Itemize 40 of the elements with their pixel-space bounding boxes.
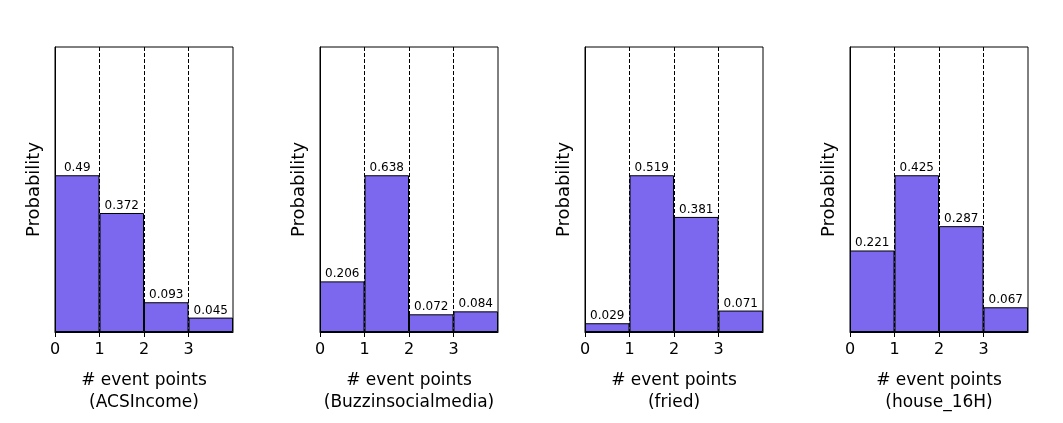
y-axis-title: Probability: [21, 141, 43, 238]
x-tick-label: 3: [713, 338, 724, 358]
data-label: 0.084: [458, 296, 493, 311]
x-tick-label: 1: [624, 338, 635, 358]
x-tick-label: 1: [94, 338, 105, 358]
data-label: 0.381: [679, 201, 714, 216]
x-tick-label: 3: [183, 338, 194, 358]
data-label: 0.425: [899, 160, 934, 175]
data-label: 0.372: [104, 198, 139, 212]
data-label: 0.093: [149, 287, 184, 302]
data-label: 0.519: [634, 160, 669, 175]
x-tick-label: 2: [668, 338, 680, 358]
x-axis-title: # event points (ACSIncome): [81, 369, 207, 411]
data-label: 0.49: [63, 160, 91, 175]
y-axis-title: Probability: [551, 141, 573, 238]
data-label: 0.067: [988, 292, 1023, 307]
x-tick-label: 2: [403, 338, 415, 358]
data-label: 0.029: [590, 308, 625, 323]
data-label: 0.221: [855, 235, 890, 250]
x-axis-title: # event points (house_16H): [876, 369, 1002, 412]
data-label: 0.071: [723, 295, 758, 310]
data-label: 0.638: [369, 160, 404, 175]
x-tick-label: 3: [448, 338, 459, 358]
x-tick-label: 1: [889, 338, 900, 358]
x-tick-label: 0: [579, 338, 591, 358]
data-label: 0.287: [944, 211, 979, 226]
y-axis-title: Probability: [816, 141, 838, 238]
x-tick-label: 0: [49, 338, 61, 358]
x-tick-label: 0: [844, 338, 856, 358]
x-tick-label: 3: [978, 338, 989, 358]
x-axis-title: # event points (Buzzinsocialmedia): [323, 369, 495, 411]
x-axis-title: # event points (fried): [611, 369, 737, 411]
data-label: 0.045: [193, 302, 228, 317]
x-tick-label: 2: [933, 338, 945, 358]
x-tick-label: 1: [359, 338, 370, 358]
x-tick-label: 0: [314, 338, 326, 358]
x-tick-label: 2: [138, 338, 150, 358]
data-label: 0.206: [325, 266, 360, 281]
y-axis-title: Probability: [286, 141, 308, 238]
data-label: 0.072: [414, 299, 449, 314]
